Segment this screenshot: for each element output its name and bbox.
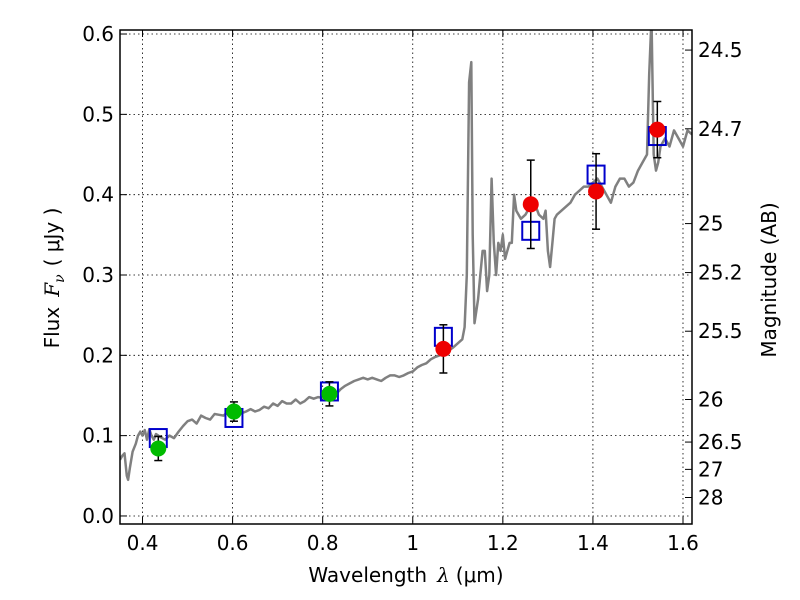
y-tick-label: 0.5 <box>82 102 114 126</box>
right-tick-label: 25.5 <box>698 319 743 343</box>
right-tick-label: 26.5 <box>698 430 743 454</box>
right-tick-label: 24.7 <box>698 117 743 141</box>
x-tick-label: 1 <box>406 531 419 555</box>
plot-frame <box>119 29 693 525</box>
x-tick-label: 0.8 <box>307 531 339 555</box>
y-tick-label: 0.3 <box>82 263 114 287</box>
x-tick-label: 1.6 <box>667 531 699 555</box>
data-point <box>649 121 666 138</box>
right-tick-label: 28 <box>698 485 723 509</box>
plot-area <box>120 30 692 482</box>
right-axis-label: Magnitude (AB) <box>757 202 781 357</box>
x-tick-label: 1.4 <box>577 531 609 555</box>
x-tick-label: 0.4 <box>127 531 159 555</box>
data-point <box>588 183 605 200</box>
y-tick-label: 0.1 <box>82 424 114 448</box>
right-tick-label: 26 <box>698 387 723 411</box>
axis-ticks: 0.4 0.6 0.8 1 1.2 1.4 1.6 0.0 0.1 0.2 0.3 0.4 0.5 0.6… <box>82 22 742 555</box>
x-tick-label: 0.6 <box>217 531 249 555</box>
y-tick-label: 0.0 <box>82 504 114 528</box>
grid <box>120 30 692 524</box>
data-point <box>225 403 242 420</box>
data-point <box>435 340 452 357</box>
y-axis-label: FluxFν( μJy ) <box>40 208 68 349</box>
y-tick-label: 0.6 <box>82 22 114 46</box>
x-tick-label: 1.2 <box>487 531 519 555</box>
data-point <box>522 196 539 213</box>
data-point <box>321 385 338 402</box>
y-tick-label: 0.4 <box>82 183 114 207</box>
right-tick-label: 27 <box>698 457 723 481</box>
right-tick-label: 25.2 <box>698 261 743 285</box>
spectrum-line <box>120 30 692 482</box>
x-axis-label: Wavelength λ (μm) <box>308 563 503 587</box>
y-tick-label: 0.2 <box>82 343 114 367</box>
right-tick-label: 24.5 <box>698 38 743 62</box>
data-point <box>150 440 167 457</box>
right-tick-label: 25 <box>698 212 723 236</box>
